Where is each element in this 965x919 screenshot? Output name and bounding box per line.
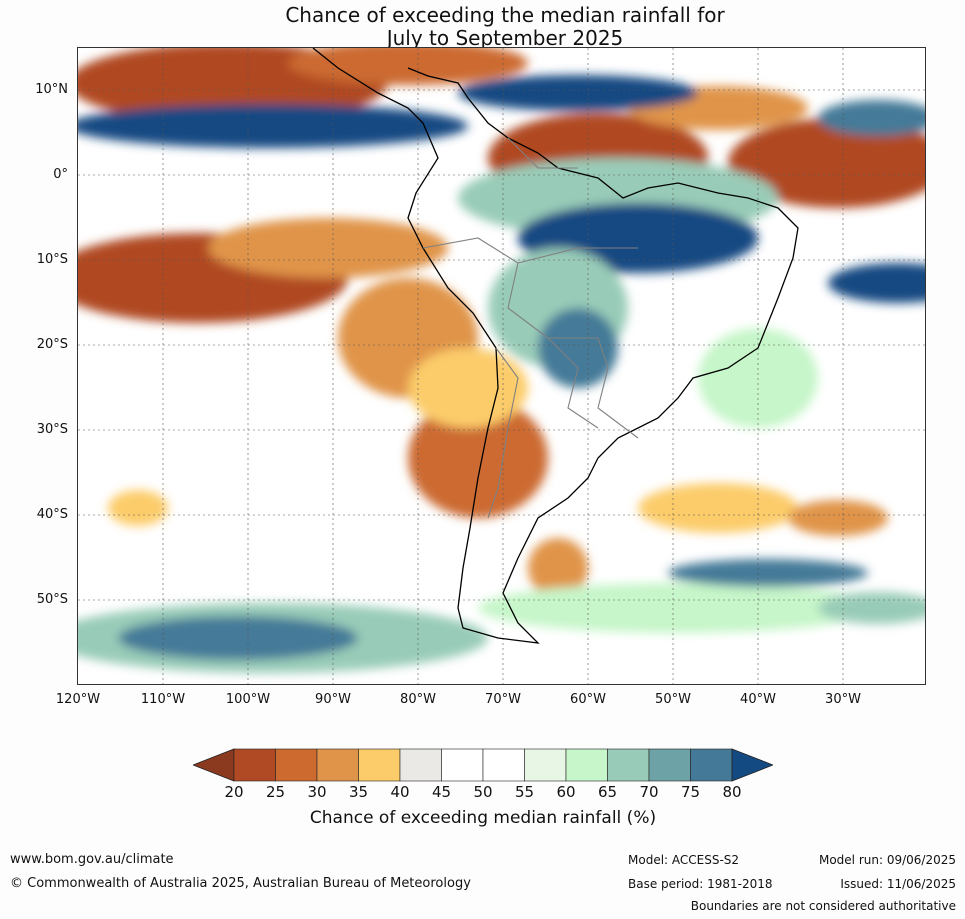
lat-label-10n: 10°N — [35, 82, 68, 97]
map-title: Chance of exceeding the median rainfall … — [0, 4, 965, 50]
colorbar-cell — [565, 748, 608, 782]
title-line-1: Chance of exceeding the median rainfall … — [285, 3, 725, 27]
model-name: Model: ACCESS-S2 — [628, 853, 740, 867]
colorbar-high-arrow — [731, 748, 773, 782]
copyright-text: © Commonwealth of Australia 2025, Austra… — [10, 876, 471, 891]
colorbar-cell — [275, 748, 318, 782]
colorbar-tick-label: 20 — [224, 783, 244, 801]
colorbar-cell — [358, 748, 401, 782]
lat-label-10s: 10°S — [36, 252, 68, 267]
colorbar-tick-label: 75 — [680, 783, 701, 801]
title-line-2: July to September 2025 — [386, 26, 624, 50]
colorbar-tick-label: 30 — [307, 783, 327, 801]
lat-label-40s: 40°S — [36, 507, 68, 522]
model-run-date: Model run: 09/06/2025 — [818, 853, 956, 867]
base-period: Base period: 1981-2018 — [628, 877, 773, 891]
colorbar-cell — [399, 748, 442, 782]
colorbar-low-arrow — [193, 748, 235, 782]
colorbar-cell — [648, 748, 691, 782]
colorbar-tick-label: 65 — [597, 783, 618, 801]
colorbar-tick-label: 40 — [390, 783, 410, 801]
colorbar-cell — [482, 748, 525, 782]
boundaries-disclaimer: Boundaries are not considered authoritat… — [690, 899, 956, 913]
lat-label-20s: 20°S — [36, 337, 68, 352]
colorbar-tick-label: 35 — [348, 783, 369, 801]
lat-label-50s: 50°S — [36, 592, 68, 607]
colorbar-cell — [233, 748, 276, 782]
lon-label-80w: 80°W — [400, 692, 436, 707]
colorbar-tick-label: 50 — [473, 783, 493, 801]
probability-field — [78, 48, 925, 673]
colorbar-tick-label: 70 — [639, 783, 659, 801]
lon-label-110w: 110°W — [140, 692, 186, 707]
colorbar-tick-label: 55 — [514, 783, 535, 801]
rainfall-map-canvas — [78, 48, 925, 684]
lon-label-120w: 120°W — [55, 692, 101, 707]
colorbar-label: Chance of exceeding median rainfall (%) — [309, 808, 657, 828]
colorbar-cell — [690, 748, 733, 782]
colorbar-tick-label: 60 — [556, 783, 576, 801]
coastline — [312, 48, 799, 644]
lon-label-100w: 100°W — [225, 692, 271, 707]
issued-date: Issued: 11/06/2025 — [840, 877, 956, 891]
colorbar — [193, 748, 773, 782]
colorbar-tick-label: 25 — [265, 783, 286, 801]
lon-label-40w: 40°W — [740, 692, 776, 707]
colorbar-tick-label: 45 — [431, 783, 452, 801]
colorbar-tick-label: 80 — [722, 783, 742, 801]
colorbar-cell — [441, 748, 484, 782]
colorbar-cell — [524, 748, 567, 782]
lon-label-30w: 30°W — [825, 692, 861, 707]
lat-label-30s: 30°S — [36, 422, 68, 437]
lon-label-90w: 90°W — [315, 692, 351, 707]
website-link[interactable]: www.bom.gov.au/climate — [10, 852, 174, 867]
lon-label-50w: 50°W — [655, 692, 691, 707]
rainfall-map — [77, 47, 926, 685]
graticule — [78, 48, 925, 684]
lat-label-0: 0° — [53, 167, 68, 182]
lon-label-70w: 70°W — [485, 692, 521, 707]
colorbar-cell — [316, 748, 359, 782]
lon-label-60w: 60°W — [570, 692, 606, 707]
country-boundaries — [422, 137, 639, 519]
colorbar-cell — [607, 748, 650, 782]
